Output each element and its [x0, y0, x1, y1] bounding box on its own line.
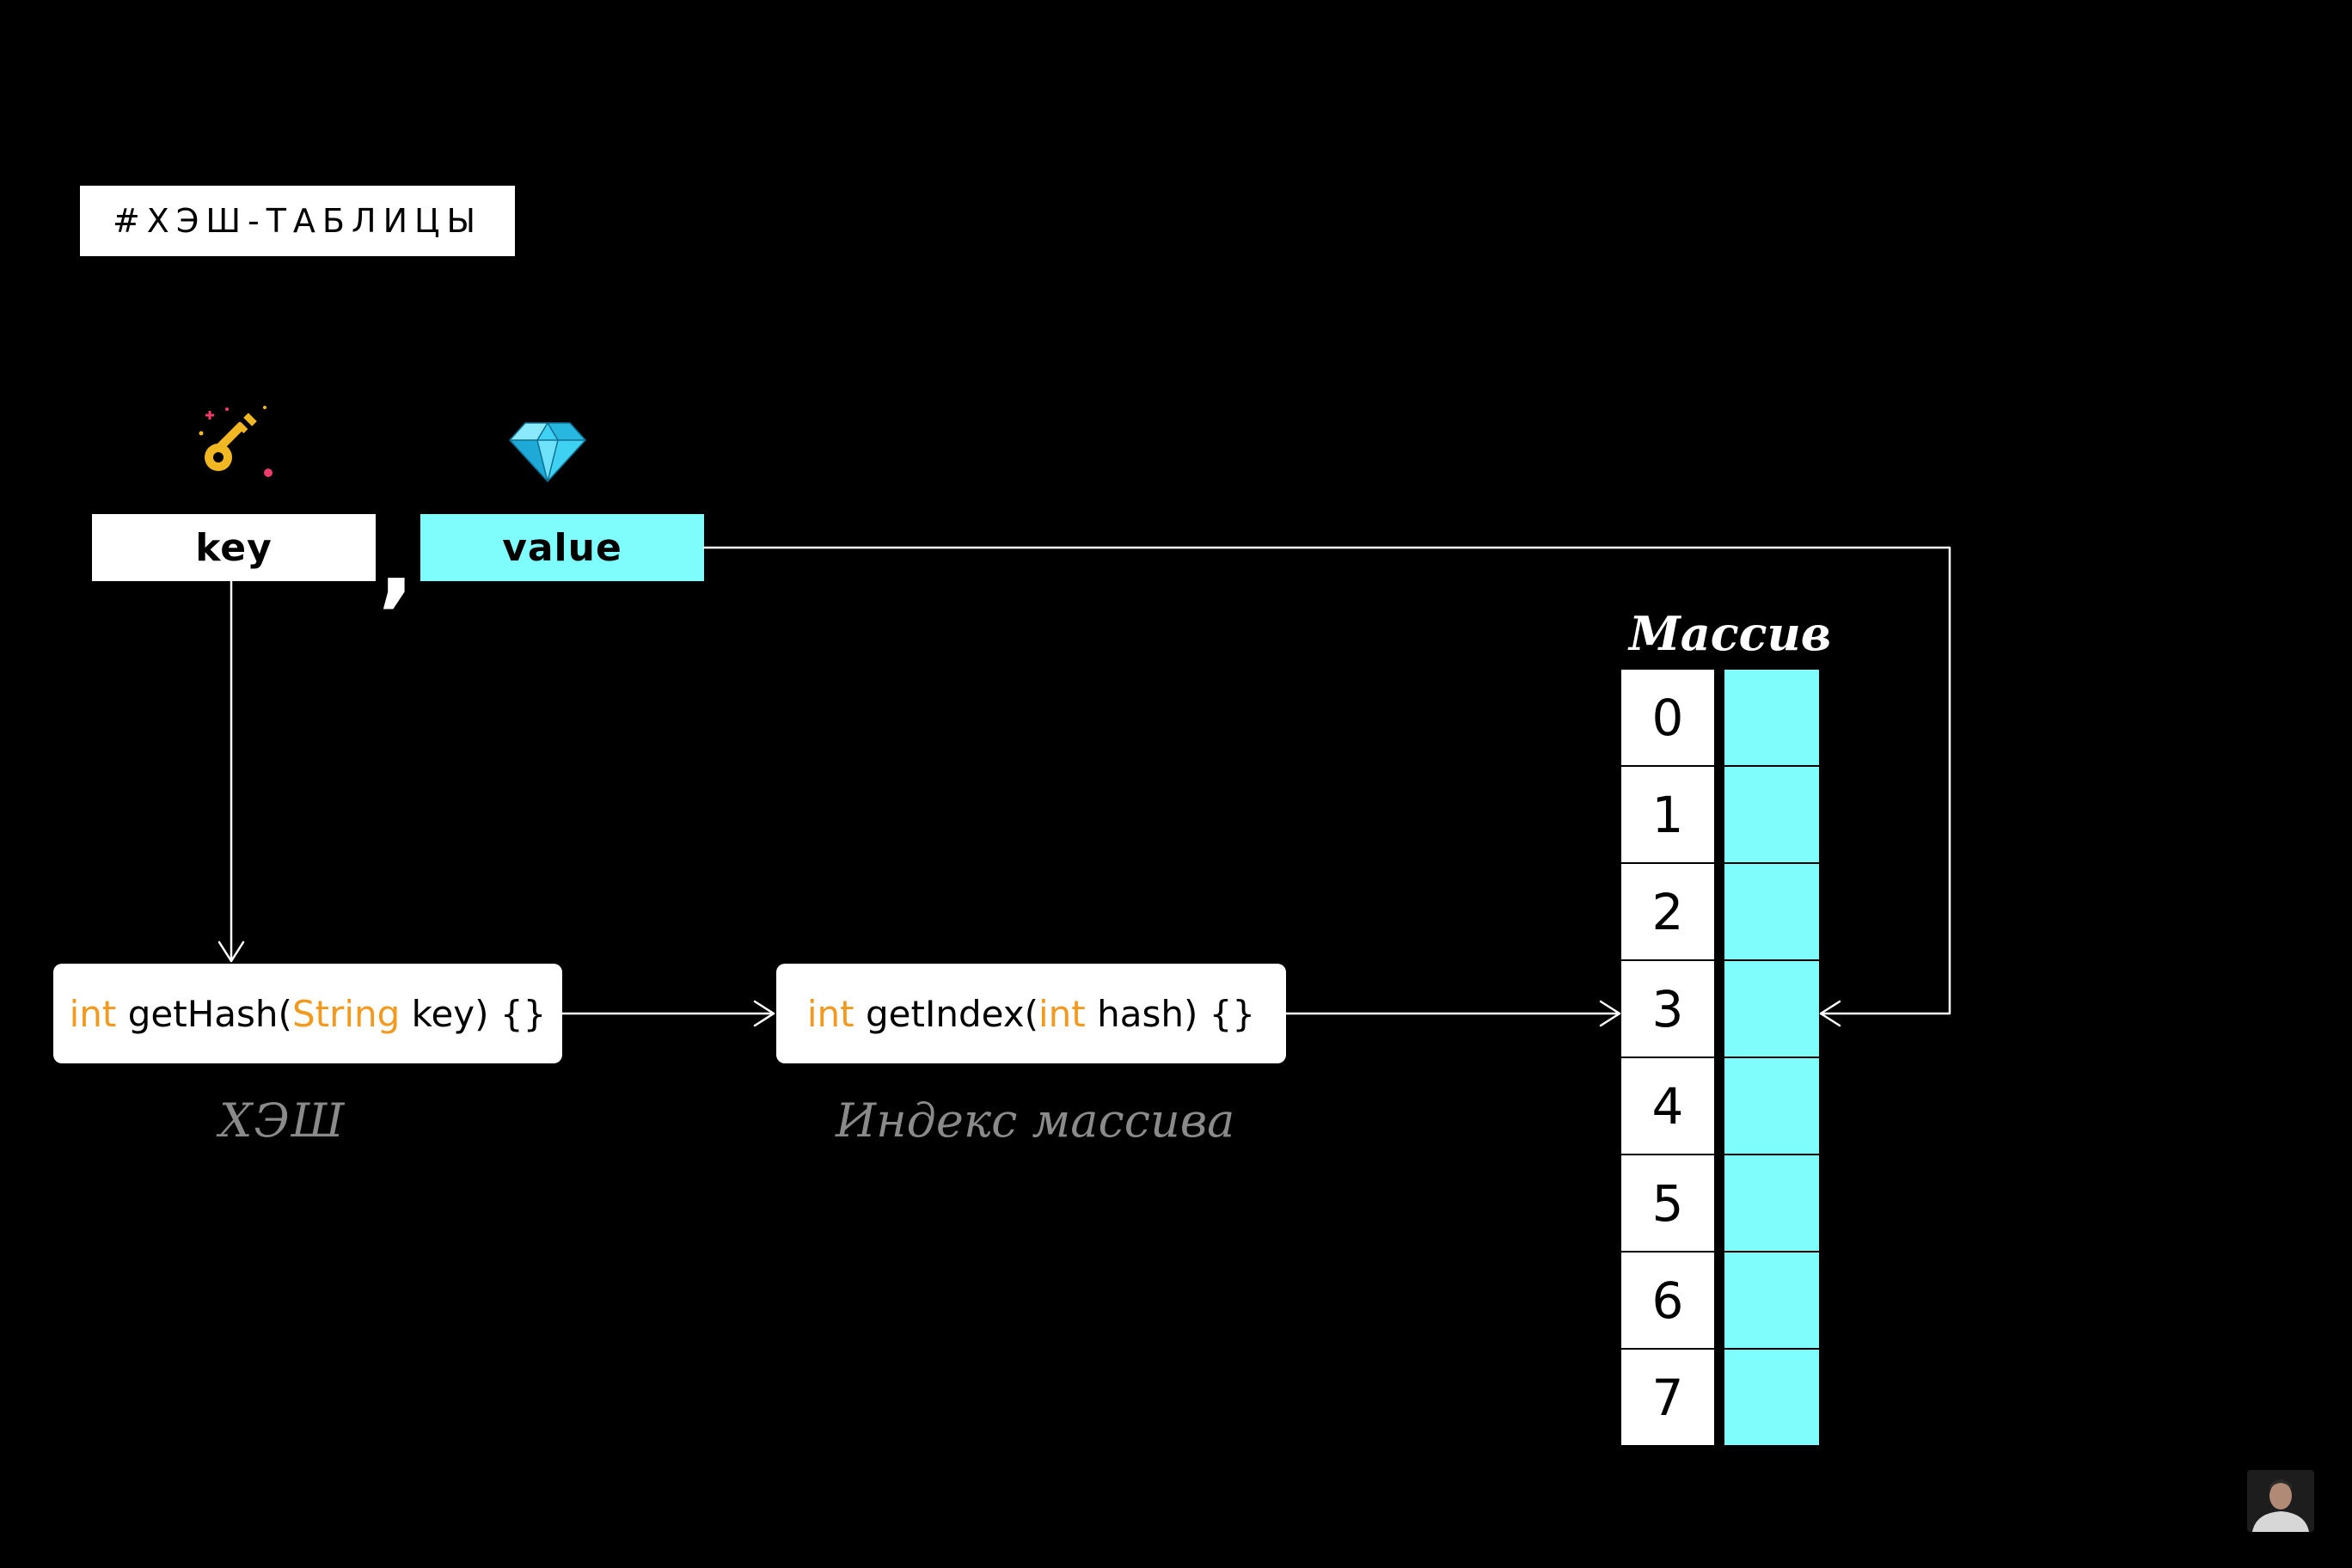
function-params: key) {} [400, 992, 547, 1035]
key-icon [199, 406, 273, 477]
array-index-caption: Индекс массива [836, 1093, 1235, 1148]
keyword-int: int [806, 992, 854, 1035]
array-slot-cell [1724, 1350, 1819, 1445]
presenter-avatar [2247, 1470, 2314, 1532]
array-slot-cell [1724, 864, 1819, 959]
array-row: 7 [1621, 1350, 1821, 1445]
array-index-cell: 4 [1621, 1058, 1714, 1154]
array-row: 3 [1621, 961, 1821, 1057]
comma-separator: , [378, 508, 414, 618]
array-row: 4 [1621, 1058, 1821, 1154]
arrowhead-index-to-array [1599, 1000, 1621, 1027]
get-hash-function: int getHash(String key) {} [53, 964, 562, 1063]
array-row: 6 [1621, 1253, 1821, 1348]
arrowhead-hash-to-index [753, 1000, 775, 1027]
person-icon [2247, 1470, 2314, 1532]
array-index-cell: 3 [1621, 961, 1714, 1057]
array-row: 1 [1621, 767, 1821, 862]
array-index-cell: 1 [1621, 767, 1714, 862]
array-slot-cell [1724, 670, 1819, 765]
keyword-string: String [291, 992, 401, 1035]
array-row: 0 [1621, 670, 1821, 765]
hash-caption: ХЭШ [219, 1093, 346, 1148]
function-params: hash) {} [1085, 992, 1256, 1035]
topic-tag: #ХЭШ-ТАБЛИЦЫ [80, 186, 515, 256]
function-name: getHash( [116, 992, 292, 1035]
key-box: key [92, 514, 376, 581]
arrowhead-value-to-slot [1819, 1000, 1841, 1027]
array-slot-cell [1724, 1253, 1819, 1348]
array-index-cell: 0 [1621, 670, 1714, 765]
array-slot-cell [1724, 767, 1819, 862]
array-slot-cell [1724, 961, 1819, 1057]
diamond-icon [508, 422, 587, 483]
arrow-value-to-slot [702, 546, 1951, 1015]
get-index-function: int getIndex(int hash) {} [776, 964, 1286, 1063]
array-slot-cell [1724, 1155, 1819, 1251]
array-slot-cell [1724, 1058, 1819, 1154]
function-name: getIndex( [854, 992, 1038, 1035]
array-row: 2 [1621, 864, 1821, 959]
keyword-int: int [69, 992, 117, 1035]
array-index-cell: 7 [1621, 1350, 1714, 1445]
array-index-cell: 2 [1621, 864, 1714, 959]
array-row: 5 [1621, 1155, 1821, 1251]
value-box: value [420, 514, 704, 581]
array-index-cell: 6 [1621, 1253, 1714, 1348]
arrowhead-key-to-hash [217, 940, 245, 963]
keyword-int: int [1038, 992, 1086, 1035]
array-caption: Массив [1629, 606, 1832, 661]
array-index-cell: 5 [1621, 1155, 1714, 1251]
